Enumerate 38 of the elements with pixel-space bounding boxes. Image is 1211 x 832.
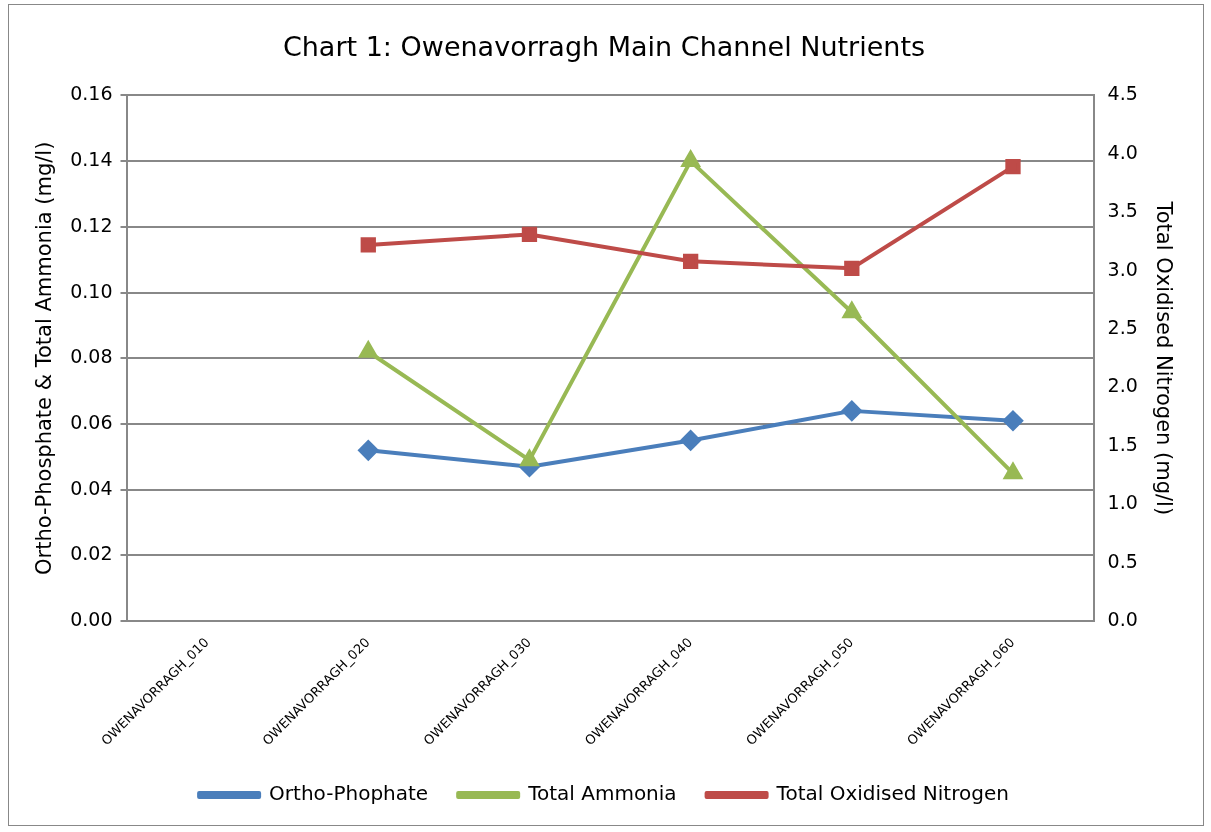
point: [842, 302, 861, 319]
y-tick-label: 0.06: [70, 410, 113, 433]
y-tick-label: 0.08: [70, 345, 113, 368]
y2-tick-label: 1.5: [1107, 432, 1138, 455]
y-tick-label: 0.00: [70, 608, 113, 631]
y2-tick-label: 3.5: [1107, 199, 1138, 222]
y2-tick-label: 2.0: [1107, 374, 1138, 397]
point: [1005, 159, 1021, 175]
y2-tick-label: 4.0: [1107, 140, 1138, 163]
y-tick-label: 0.16: [70, 82, 113, 105]
y-tick-label: 0.12: [70, 213, 113, 236]
y2-tick-label: 4.5: [1107, 82, 1138, 105]
chart-title: Chart 1: Owenavorragh Main Channel Nutrients: [282, 31, 926, 63]
point: [1004, 463, 1022, 480]
legend-label: Ortho-Phophate: [269, 781, 429, 806]
legend-label: Total Oxidised Nitrogen: [775, 781, 1009, 806]
y-tick-label: 0.04: [70, 476, 113, 499]
point: [844, 260, 860, 276]
point: [520, 450, 539, 467]
point: [841, 400, 862, 421]
point: [360, 237, 376, 253]
point: [682, 253, 699, 269]
y2-tick-label: 0.0: [1107, 608, 1138, 631]
point: [521, 226, 538, 243]
point: [358, 440, 379, 461]
y2-tick-label: 2.5: [1107, 316, 1138, 339]
point: [1002, 410, 1023, 431]
y2-tick-label: 3.0: [1107, 257, 1138, 280]
y2-tick-label: 1.0: [1107, 491, 1138, 514]
y2-axis-title: Total Oxidised Nitrogen (mg/l): [1151, 200, 1176, 516]
y-tick-label: 0.10: [70, 279, 113, 302]
point: [680, 430, 701, 451]
legend-label: Total Ammonia: [527, 781, 677, 806]
y2-tick-label: 0.5: [1107, 549, 1138, 572]
point: [681, 151, 700, 168]
y-tick-label: 0.14: [70, 148, 113, 171]
y-axis-title: Ortho-Phosphate & Total Ammonia (mg/l): [32, 141, 57, 575]
y-tick-label: 0.02: [70, 542, 113, 565]
